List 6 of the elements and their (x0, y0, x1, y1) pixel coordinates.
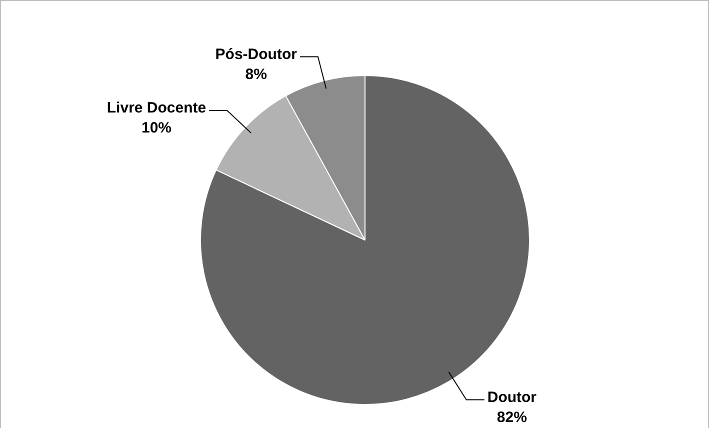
data-label: 8% (245, 66, 267, 83)
slice-label: Livre Docente (106, 100, 206, 117)
data-label: 10% (141, 120, 172, 137)
data-label: 82% (496, 408, 527, 426)
slice-label: Doutor (487, 388, 537, 406)
slice-label: Pós-Doutor (215, 46, 298, 63)
